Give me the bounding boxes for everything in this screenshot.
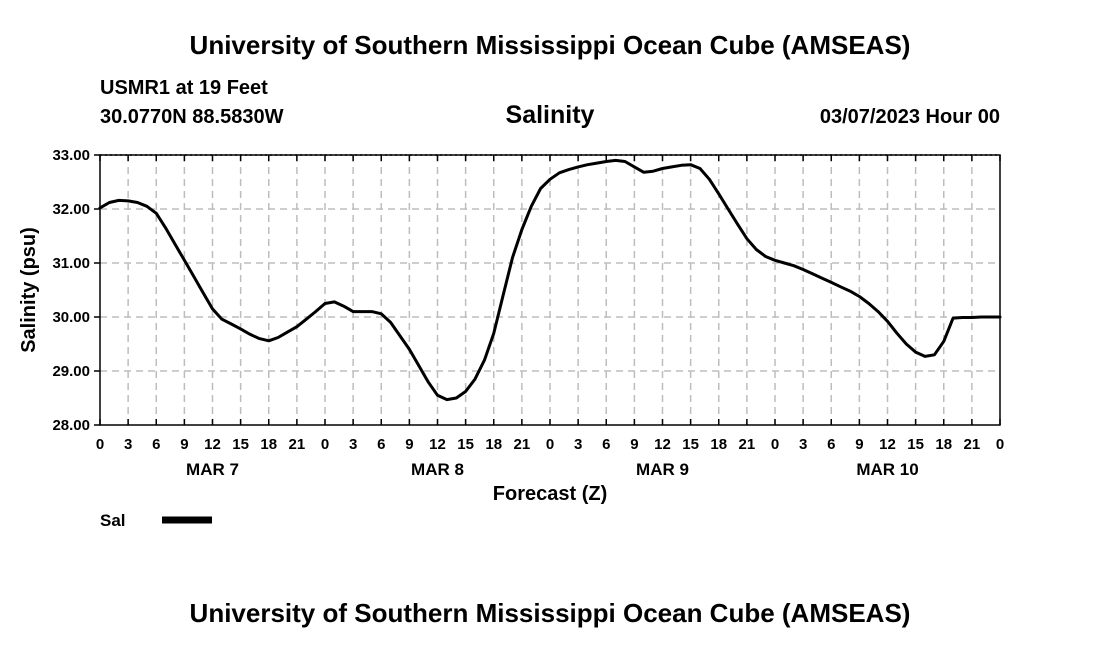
x-tick-label: 3: [124, 436, 132, 453]
x-tick-label: 0: [321, 436, 329, 453]
day-label: MAR 8: [411, 460, 464, 479]
y-axis-title: Salinity (psu): [18, 227, 40, 353]
x-tick-label: 0: [996, 436, 1004, 453]
x-tick-label: 18: [485, 436, 502, 453]
x-tick-label: 21: [964, 436, 981, 453]
footer-title: University of Southern Mississippi Ocean…: [189, 598, 911, 628]
station-label: USMR1 at 19 Feet: [100, 77, 268, 99]
chart-title: Salinity: [505, 101, 595, 129]
x-axis-title: Forecast (Z): [493, 483, 607, 505]
page-title: University of Southern Mississippi Ocean…: [189, 30, 911, 60]
x-tick-label: 3: [349, 436, 357, 453]
x-tick-label: 12: [429, 436, 446, 453]
y-tick-label: 29.00: [52, 363, 90, 380]
x-tick-label: 15: [232, 436, 249, 453]
x-tick-label: 21: [289, 436, 306, 453]
grid-lines: [100, 155, 1000, 425]
axis-ticks: [94, 154, 1001, 426]
x-tick-label: 6: [152, 436, 160, 453]
x-tick-label: 3: [574, 436, 582, 453]
forecast-datetime: 03/07/2023 Hour 00: [819, 106, 1000, 128]
x-tick-label: 9: [180, 436, 188, 453]
x-tick-label: 18: [935, 436, 952, 453]
y-tick-label: 33.00: [52, 147, 90, 164]
x-tick-label: 12: [204, 436, 221, 453]
day-label: MAR 10: [856, 460, 918, 479]
day-label: MAR 9: [636, 460, 689, 479]
x-tick-label: 3: [799, 436, 807, 453]
x-tick-label: 6: [602, 436, 610, 453]
y-tick-label: 32.00: [52, 201, 90, 218]
x-tick-label: 18: [260, 436, 277, 453]
x-tick-label: 0: [546, 436, 554, 453]
axis-labels: 0 3 6 9 12 15 18 21 0 3 6 9 12 15 18 21 0 3 6 9 12 15 18 21 0 3 6 9…: [52, 147, 1004, 479]
day-label: MAR 7: [186, 460, 239, 479]
x-tick-label: 15: [907, 436, 924, 453]
x-tick-label: 15: [457, 436, 474, 453]
x-tick-label: 9: [405, 436, 413, 453]
y-tick-label: 30.00: [52, 309, 90, 326]
x-tick-label: 0: [96, 436, 104, 453]
x-tick-label: 12: [654, 436, 671, 453]
x-tick-label: 0: [771, 436, 779, 453]
series-line-sal: [98, 158, 1002, 402]
x-tick-label: 21: [739, 436, 756, 453]
x-tick-label: 6: [377, 436, 385, 453]
x-tick-label: 6: [827, 436, 835, 453]
legend-label: Sal: [100, 511, 126, 530]
x-tick-label: 21: [514, 436, 531, 453]
x-tick-label: 12: [879, 436, 896, 453]
x-tick-label: 9: [855, 436, 863, 453]
x-tick-label: 18: [710, 436, 727, 453]
x-tick-label: 15: [682, 436, 699, 453]
x-tick-label: 9: [630, 436, 638, 453]
station-coordinates: 30.0770N 88.5830W: [100, 106, 284, 128]
y-tick-label: 28.00: [52, 417, 90, 434]
y-tick-label: 31.00: [52, 255, 90, 272]
